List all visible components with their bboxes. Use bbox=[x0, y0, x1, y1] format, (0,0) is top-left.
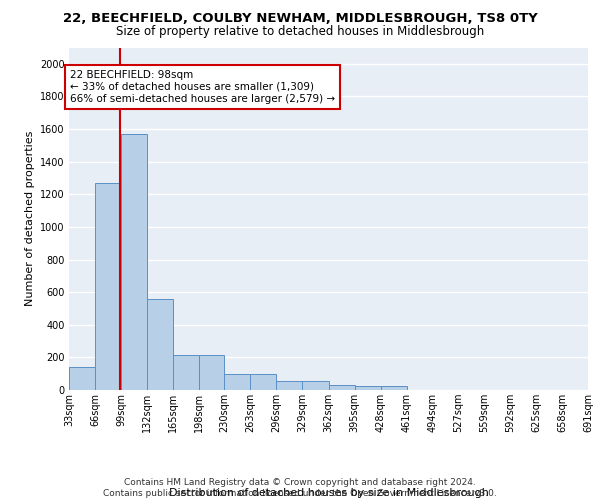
Bar bbox=[147, 298, 173, 390]
Bar bbox=[199, 355, 224, 390]
Bar bbox=[95, 183, 121, 390]
X-axis label: Distribution of detached houses by size in Middlesbrough: Distribution of detached houses by size … bbox=[169, 488, 488, 498]
Bar bbox=[224, 374, 250, 390]
Bar bbox=[277, 381, 302, 390]
Y-axis label: Number of detached properties: Number of detached properties bbox=[25, 131, 35, 306]
Bar bbox=[329, 385, 355, 390]
Bar bbox=[250, 374, 277, 390]
Text: Contains HM Land Registry data © Crown copyright and database right 2024.
Contai: Contains HM Land Registry data © Crown c… bbox=[103, 478, 497, 498]
Bar bbox=[380, 386, 407, 390]
Bar bbox=[355, 386, 380, 390]
Bar bbox=[69, 367, 95, 390]
Text: 22 BEECHFIELD: 98sqm
← 33% of detached houses are smaller (1,309)
66% of semi-de: 22 BEECHFIELD: 98sqm ← 33% of detached h… bbox=[70, 70, 335, 104]
Text: 22, BEECHFIELD, COULBY NEWHAM, MIDDLESBROUGH, TS8 0TY: 22, BEECHFIELD, COULBY NEWHAM, MIDDLESBR… bbox=[62, 12, 538, 26]
Bar bbox=[121, 134, 147, 390]
Bar bbox=[302, 381, 329, 390]
Bar bbox=[173, 355, 199, 390]
Text: Size of property relative to detached houses in Middlesbrough: Size of property relative to detached ho… bbox=[116, 25, 484, 38]
